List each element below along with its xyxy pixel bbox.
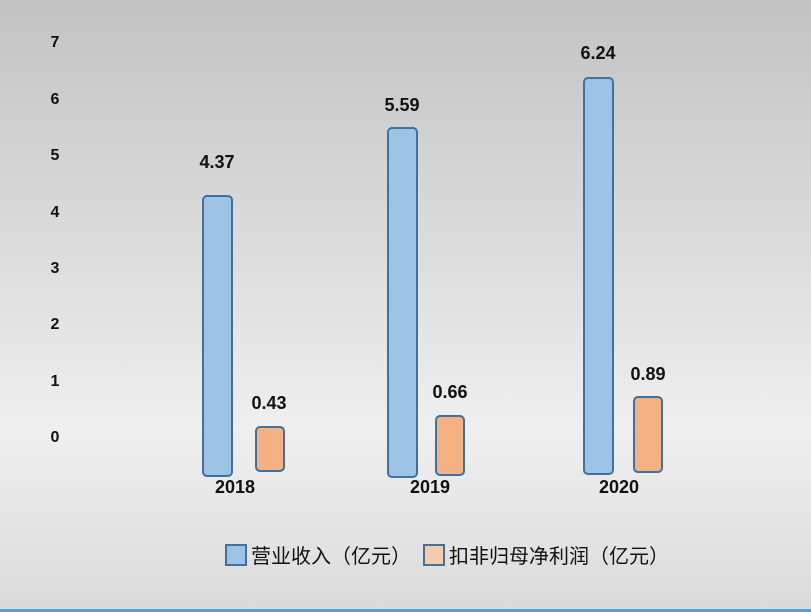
bar-revenue-2019 [387, 127, 418, 478]
value-label: 0.89 [630, 364, 666, 384]
legend: 营业收入（亿元） 扣非归母净利润（亿元） [225, 540, 681, 569]
bar-netprofit-2020 [633, 396, 663, 473]
y-tick: 4 [50, 204, 60, 221]
value-label: 0.66 [432, 382, 468, 402]
x-tick: 2019 [409, 477, 451, 497]
y-tick: 6 [50, 91, 60, 108]
y-tick: 7 [50, 34, 60, 51]
y-tick: 3 [50, 260, 60, 277]
x-tick: 2020 [598, 477, 640, 497]
legend-item-revenue: 营业收入（亿元） [225, 540, 411, 569]
value-label: 6.24 [580, 43, 616, 63]
legend-swatch-blue [225, 543, 247, 566]
legend-swatch-orange [423, 543, 445, 566]
bar-netprofit-2019 [435, 415, 465, 476]
bar-netprofit-2018 [255, 426, 285, 472]
y-tick: 1 [50, 373, 60, 390]
y-tick: 0 [50, 429, 60, 446]
legend-label: 营业收入（亿元） [251, 544, 411, 568]
value-label: 5.59 [384, 95, 420, 115]
legend-item-netprofit: 扣非归母净利润（亿元） [423, 540, 669, 569]
value-label: 0.43 [251, 393, 287, 413]
value-label: 4.37 [199, 152, 235, 172]
y-tick: 5 [50, 147, 60, 164]
y-tick: 2 [50, 316, 60, 333]
bar-revenue-2018 [202, 195, 233, 477]
bottom-accent-line [0, 609, 811, 612]
bar-revenue-2020 [583, 77, 614, 475]
legend-label: 扣非归母净利润（亿元） [449, 544, 669, 568]
x-tick: 2018 [214, 477, 256, 497]
